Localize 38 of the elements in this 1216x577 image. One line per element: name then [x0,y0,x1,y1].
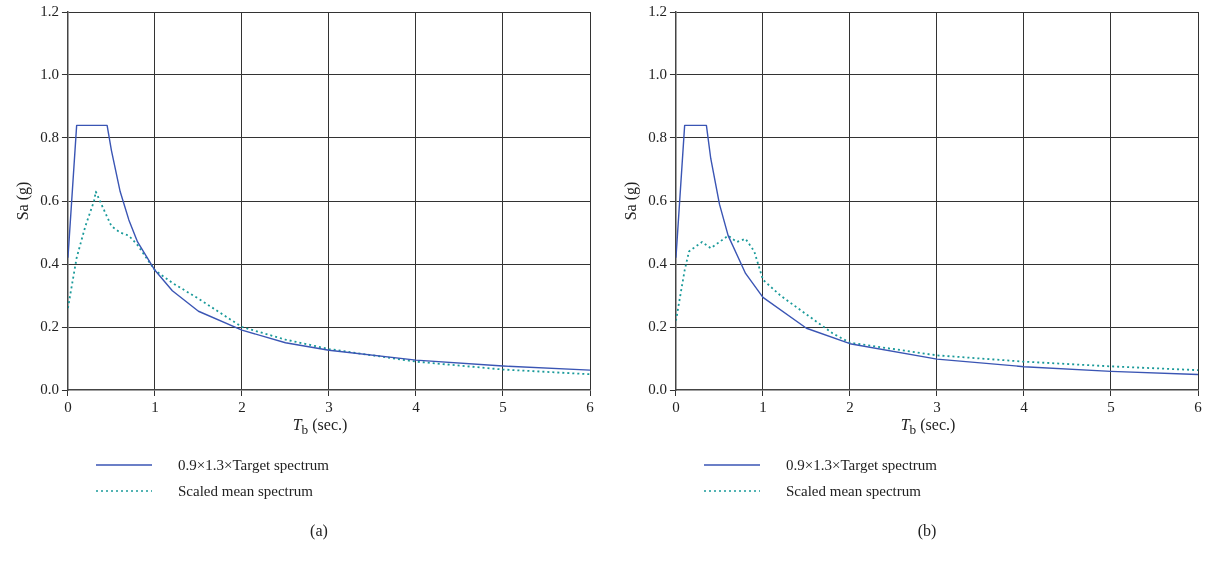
legend-label: Scaled mean spectrum [786,482,921,500]
y-tick-label: 1.0 [648,65,667,82]
x-tick-label: 6 [1194,398,1203,415]
y-tick-label: 0.4 [40,254,60,271]
y-tick-label: 1.2 [648,2,667,19]
x-tick-label: 1 [151,398,159,415]
y-axis-title: Sa (g) [621,181,640,221]
x-tick-label: 4 [412,398,421,415]
y-tick-label: 0.6 [40,191,60,208]
x-tick-label: 2 [846,398,854,415]
y-tick-label: 0.0 [40,380,59,397]
y-tick-label: 0.8 [648,128,667,145]
y-tick-label: 0.2 [40,317,59,334]
y-tick-label: 0.6 [648,191,668,208]
legend-label: 0.9×1.3×Target spectrum [178,456,329,474]
x-axis-title: T$_{b}$ (sec.) [899,416,957,439]
x-tick-label: 5 [499,398,507,415]
x-tick-label: 3 [325,398,333,415]
x-axis-title: T$_{b}$ (sec.) [291,416,349,439]
text: (b) [916,522,938,541]
legend-label: Scaled mean spectrum [178,482,313,500]
x-tick-label: 1 [759,398,767,415]
y-tick-label: 1.0 [40,65,59,82]
x-tick-label: 3 [933,398,941,415]
legend-label: 0.9×1.3×Target spectrum [786,456,937,474]
y-tick-label: 0.0 [648,380,667,397]
y-tick-label: 1.2 [40,2,59,19]
x-tick-label: 6 [586,398,595,415]
x-tick-label: 5 [1107,398,1115,415]
y-tick-label: 0.8 [40,128,59,145]
x-tick-label: 0 [64,398,72,415]
text: (a) [309,522,329,541]
x-tick-label: 0 [672,398,680,415]
x-tick-label: 2 [238,398,246,415]
y-tick-label: 0.4 [648,254,668,271]
x-tick-label: 4 [1020,398,1029,415]
y-tick-label: 0.2 [648,317,667,334]
y-axis-title: Sa (g) [13,181,32,221]
